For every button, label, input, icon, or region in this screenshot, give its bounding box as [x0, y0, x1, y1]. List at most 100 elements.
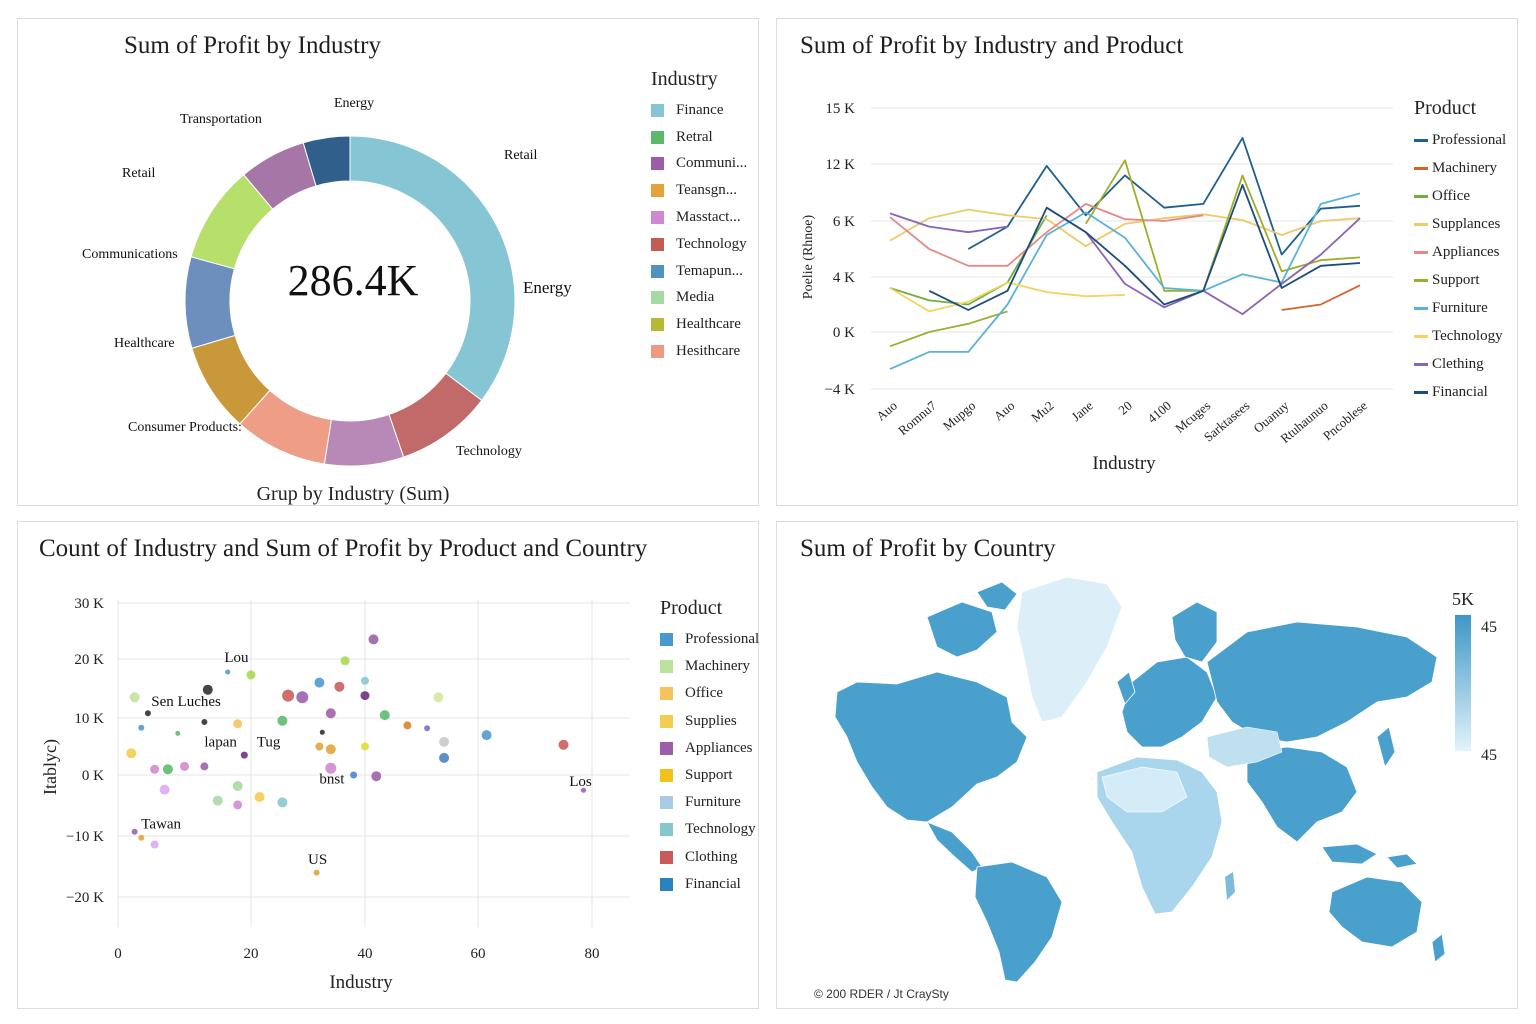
bubble-legend-swatch: [660, 714, 673, 728]
bubble-point[interactable]: [296, 691, 309, 704]
bubble-y-tick: 0 K: [82, 768, 104, 784]
bubble-point[interactable]: [334, 681, 345, 692]
line-series-path[interactable]: [889, 212, 1361, 315]
bubble-point[interactable]: [325, 762, 337, 774]
bubble-point[interactable]: [340, 656, 350, 666]
bubble-point[interactable]: [319, 729, 325, 735]
donut-legend-item: Communi...: [651, 151, 759, 178]
line-x-tick: Mupgo: [940, 398, 978, 434]
bubble-point[interactable]: [150, 764, 160, 774]
line-title: Sum of Profit by Industry and Product: [800, 32, 1184, 59]
bubble-point[interactable]: [126, 748, 137, 759]
line-series-path[interactable]: [928, 184, 1361, 311]
map-north-america: [834, 671, 1028, 823]
donut-slice[interactable]: [184, 256, 236, 349]
bubble-legend-label: Support: [685, 767, 733, 784]
map-arctic-islands: [926, 581, 1018, 658]
bubble-chart: 30 K 20 K 10 K 0 K −10 K −20 K 0 20 40 60 80 Lou Se…: [40, 596, 630, 993]
line-series-path[interactable]: [967, 137, 1361, 256]
bubble-point[interactable]: [403, 721, 412, 730]
bubble-point[interactable]: [433, 692, 444, 703]
bubble-point[interactable]: [361, 742, 369, 751]
bubble-point[interactable]: [368, 634, 379, 645]
bubble-point[interactable]: [129, 692, 140, 703]
bubble-legend-swatch: [660, 796, 673, 810]
bubble-point[interactable]: [180, 761, 189, 771]
bubble-point[interactable]: [325, 708, 336, 719]
bubble-point[interactable]: [315, 742, 324, 751]
bubble-point[interactable]: [159, 784, 170, 795]
bubble-legend-item: Support: [660, 762, 760, 789]
line-legend-label: Machinery: [1432, 159, 1497, 176]
donut-legend-label: Communi...: [676, 155, 748, 172]
donut-legend-label: Hesithcare: [676, 343, 741, 360]
bubble-point[interactable]: [200, 762, 209, 771]
line-x-tick: Mu2: [1028, 398, 1056, 425]
donut-legend-swatch: [651, 130, 664, 144]
donut-slice-label: Healthcare: [114, 336, 175, 351]
donut-title: Sum of Profit by Industry: [124, 32, 381, 59]
donut-slice[interactable]: [323, 413, 405, 467]
line-legend-item: Machinery: [1414, 154, 1519, 182]
bubble-point[interactable]: [313, 869, 320, 876]
bubble-panel: Count of Industry and Sum of Profit by P…: [17, 521, 759, 1009]
bubble-point[interactable]: [212, 795, 223, 806]
line-series-path[interactable]: [889, 208, 1361, 248]
bubble-point[interactable]: [202, 684, 213, 695]
bubble-point[interactable]: [138, 724, 145, 731]
donut-slice[interactable]: [349, 135, 516, 402]
line-series-path[interactable]: [889, 159, 1361, 348]
bubble-point[interactable]: [581, 787, 586, 793]
bubble-point[interactable]: [277, 797, 288, 808]
bubble-legend-swatch: [660, 633, 673, 647]
bubble-point[interactable]: [175, 730, 181, 736]
bubble-point[interactable]: [225, 669, 231, 675]
donut-center-value: 286.4K: [288, 256, 419, 305]
bubble-point[interactable]: [277, 715, 288, 726]
donut-legend-item: Masstact...: [651, 204, 759, 231]
donut-slice[interactable]: [302, 135, 351, 187]
bubble-point[interactable]: [558, 739, 569, 750]
map-legend-low: 45: [1481, 747, 1497, 764]
bubble-point[interactable]: [350, 771, 358, 779]
bubble-y-tick: 30 K: [74, 596, 104, 612]
bubble-point[interactable]: [144, 710, 151, 717]
bubble-point[interactable]: [325, 744, 336, 755]
bubble-point[interactable]: [481, 730, 492, 741]
bubble-point[interactable]: [162, 764, 173, 775]
map-legend-high: 45: [1481, 619, 1497, 636]
bubble-point[interactable]: [240, 751, 248, 759]
bubble-point[interactable]: [439, 752, 450, 763]
bubble-annotation: Los: [569, 774, 592, 790]
bubble-point[interactable]: [232, 781, 243, 791]
line-legend-item: Furniture: [1414, 294, 1519, 322]
bubble-point[interactable]: [254, 792, 265, 802]
bubble-point[interactable]: [201, 719, 208, 725]
line-legend-label: Professional: [1432, 131, 1507, 148]
bubble-point[interactable]: [246, 670, 256, 680]
bubble-point[interactable]: [360, 691, 370, 701]
map-panel: Sum of Profit by Country: [776, 521, 1518, 1009]
bubble-point[interactable]: [379, 710, 390, 721]
line-series-path[interactable]: [889, 214, 1048, 306]
bubble-point[interactable]: [371, 771, 382, 782]
line-series-path[interactable]: [1281, 284, 1361, 311]
line-x-tick: 4100: [1145, 398, 1175, 426]
line-legend-item: Office: [1414, 182, 1519, 210]
bubble-point[interactable]: [233, 800, 243, 810]
line-series-path[interactable]: [889, 192, 1361, 370]
bubble-point[interactable]: [361, 676, 369, 685]
bubble-point[interactable]: [138, 834, 145, 841]
bubble-point[interactable]: [282, 689, 295, 702]
line-series-path[interactable]: [889, 281, 1126, 313]
bubble-point[interactable]: [314, 677, 325, 688]
bubble-point[interactable]: [150, 840, 159, 849]
bubble-point[interactable]: [131, 828, 138, 835]
map-russia: [1206, 621, 1438, 743]
line-legend-label: Clething: [1432, 355, 1484, 372]
bubble-point[interactable]: [233, 719, 243, 729]
bubble-point[interactable]: [439, 736, 450, 747]
line-series-path[interactable]: [889, 203, 1204, 267]
bubble-point[interactable]: [424, 725, 431, 732]
bubble-x-tick: 20: [244, 946, 259, 962]
